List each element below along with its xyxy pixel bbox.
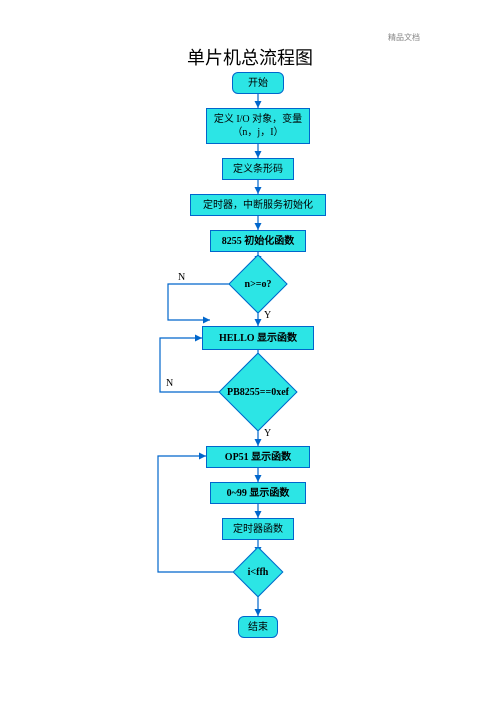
edge-14 xyxy=(158,456,240,572)
edge-label-N: N xyxy=(166,378,173,389)
edge-6 xyxy=(168,284,237,320)
decision-label: n>=o? xyxy=(229,263,288,305)
decision-cond_i: i<ffh xyxy=(240,554,276,590)
terminator-end: 结束 xyxy=(238,616,278,638)
flowchart-connectors xyxy=(0,0,500,708)
watermark-text: 精品文档 xyxy=(388,32,420,43)
process-io_def: 定义 I/O 对象，变量（n，j，I） xyxy=(206,108,310,144)
edge-label-Y: Y xyxy=(264,428,271,439)
decision-cond_pb: PB8255==0xef xyxy=(230,364,286,420)
page-title: 单片机总流程图 xyxy=(0,44,500,70)
decision-label: PB8255==0xef xyxy=(219,364,297,420)
process-hello: HELLO 显示函数 xyxy=(202,326,314,350)
process-init8255: 8255 初始化函数 xyxy=(210,230,306,252)
edge-label-N: N xyxy=(178,272,185,283)
decision-cond_n: n>=o? xyxy=(237,263,279,305)
terminator-start: 开始 xyxy=(232,72,284,94)
process-op51: OP51 显示函数 xyxy=(206,446,310,468)
process-timer_init: 定时器，中断服务初始化 xyxy=(190,194,326,216)
edge-label-Y: Y xyxy=(264,310,271,321)
process-disp099: 0~99 显示函数 xyxy=(210,482,306,504)
process-barcode: 定义条形码 xyxy=(222,158,294,180)
process-timer_fn: 定时器函数 xyxy=(222,518,294,540)
decision-label: i<ffh xyxy=(233,554,283,590)
